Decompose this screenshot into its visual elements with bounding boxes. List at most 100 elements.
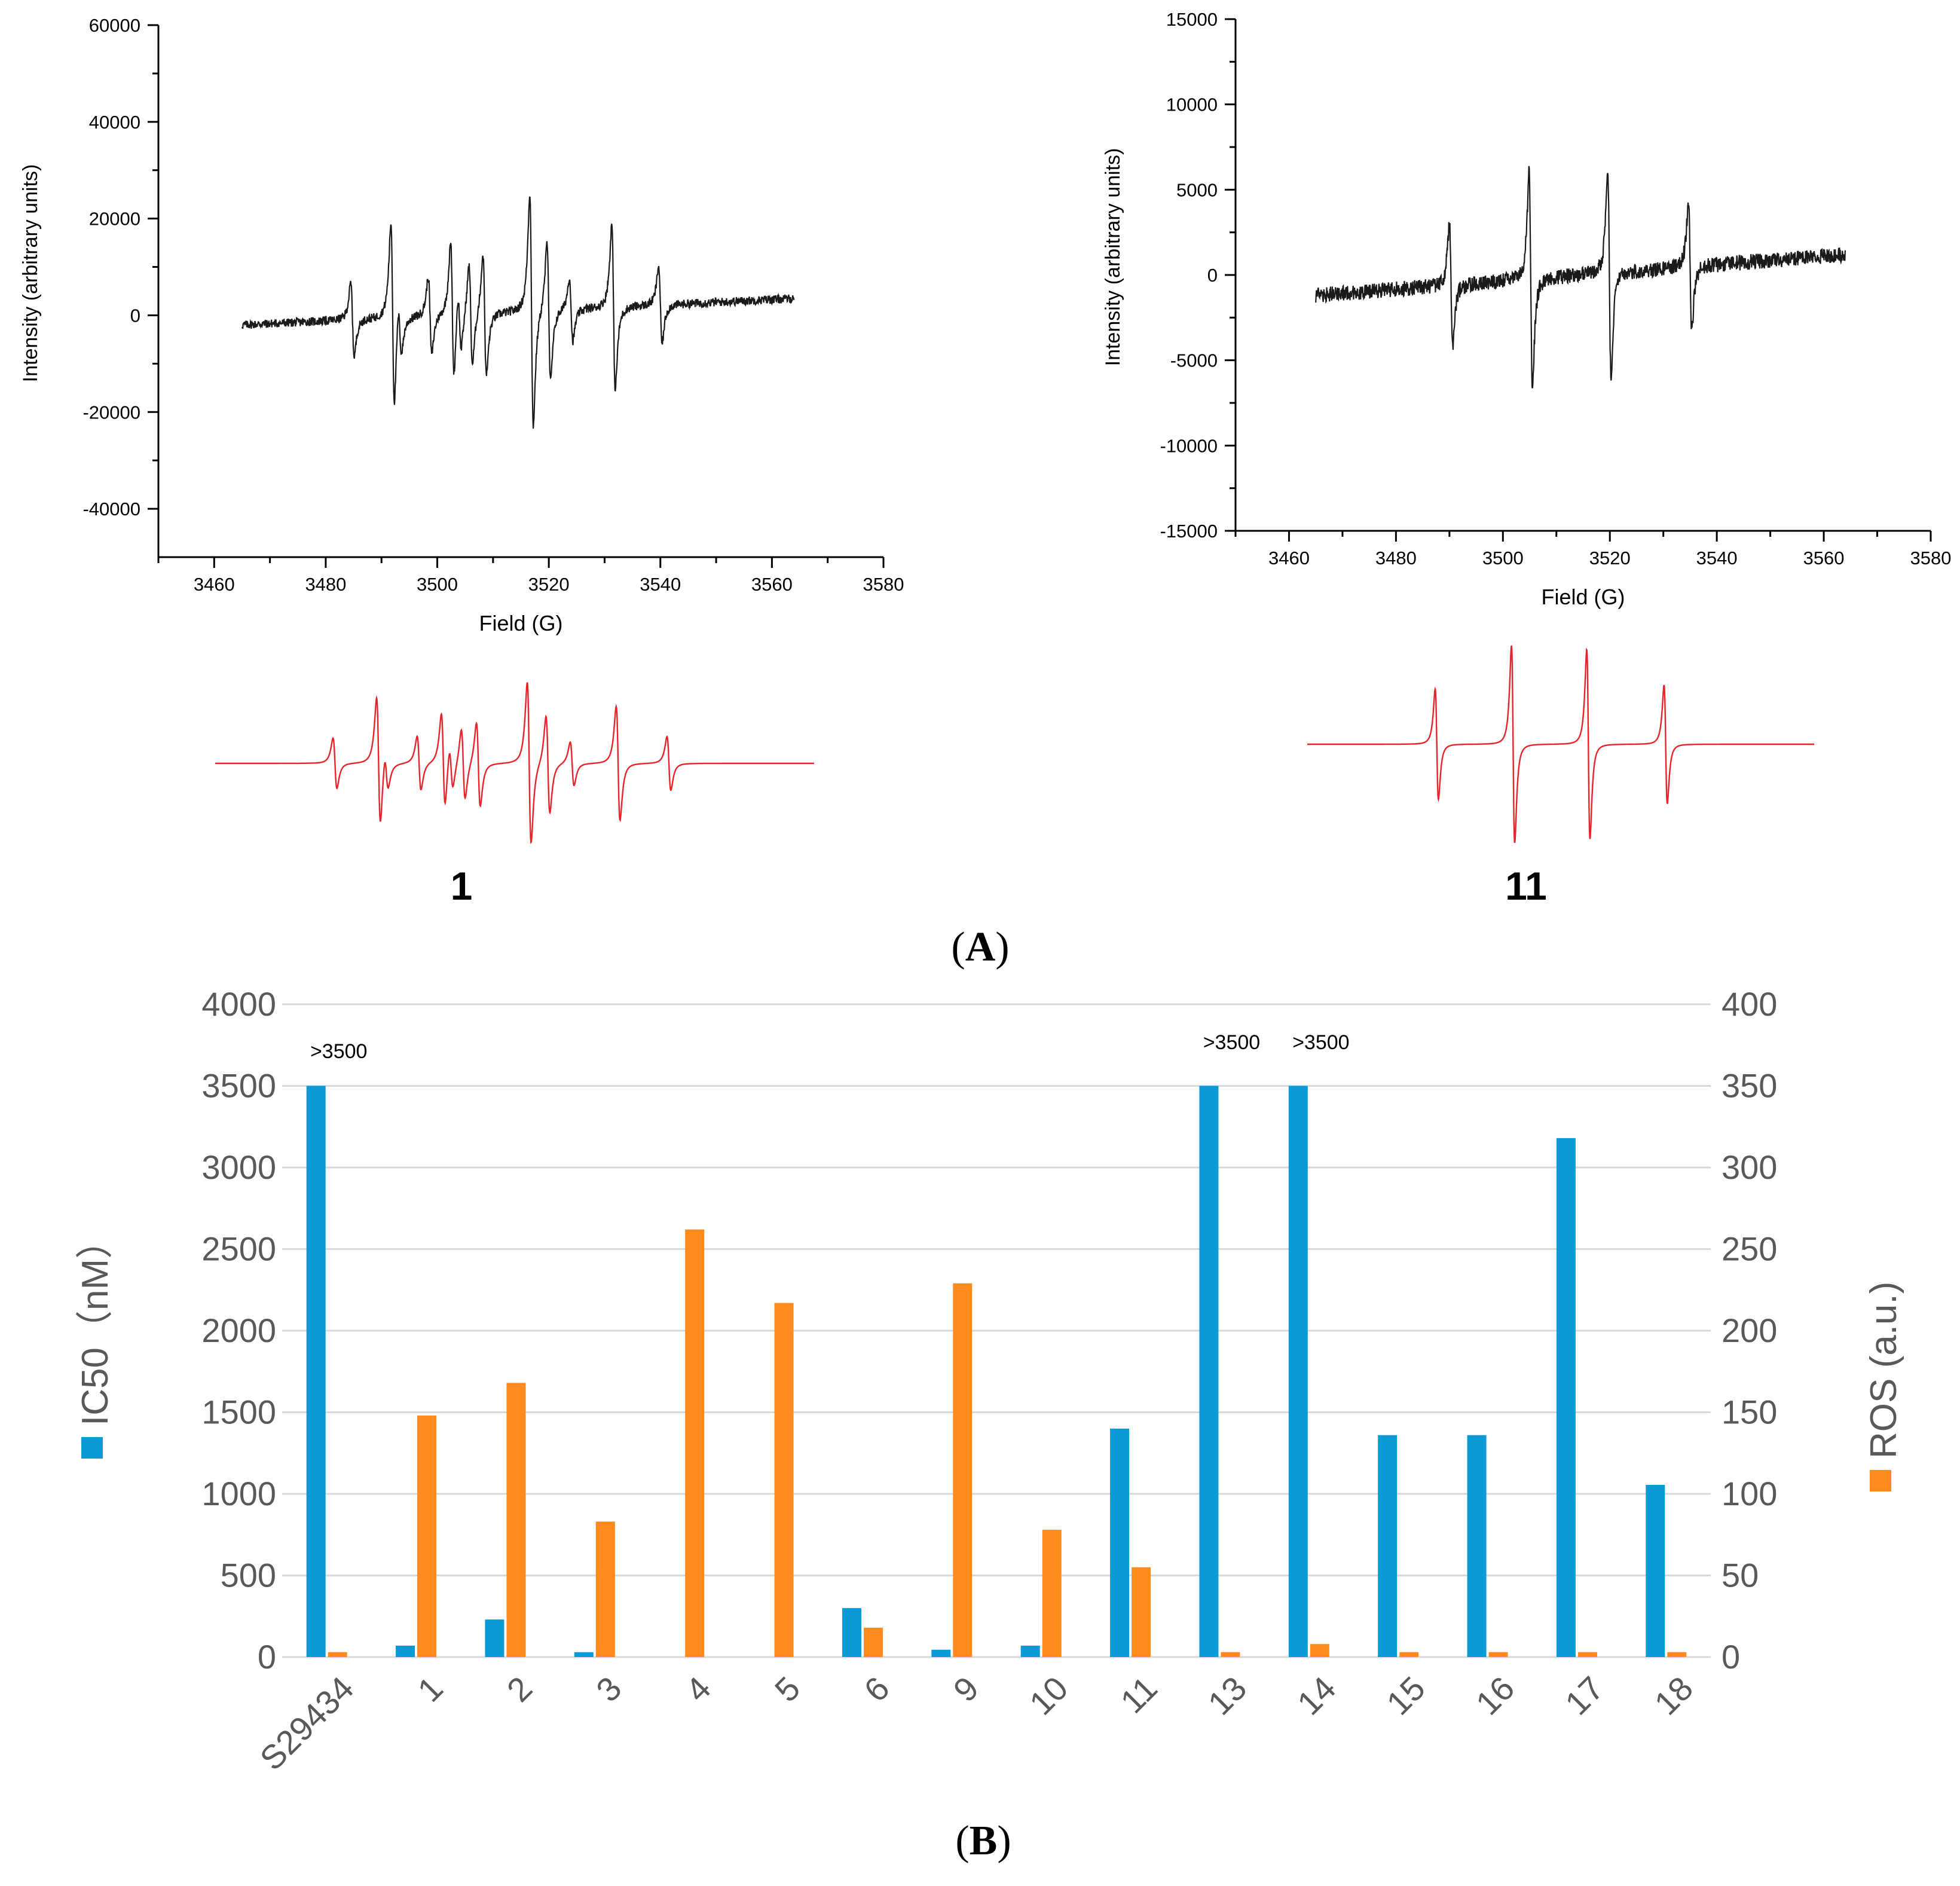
y-tick-label: -15000 bbox=[1160, 521, 1218, 542]
y-tick-label: 15000 bbox=[1166, 9, 1218, 30]
x-axis-label: Field (G) bbox=[479, 611, 562, 635]
compound-label: 1 bbox=[451, 864, 473, 908]
experimental-spectrum-trace bbox=[241, 196, 795, 429]
panel-label-part: A bbox=[965, 924, 996, 970]
right-y-tick-label: 100 bbox=[1722, 1475, 1777, 1512]
panel-b: 0 500 1000 1500 2000 2500 3000 3500 4000 0 50 100 15… bbox=[75, 985, 1904, 1864]
left-y-axis-title: IC50（nM） bbox=[75, 1222, 116, 1459]
bar-ic50-11 bbox=[1110, 1428, 1130, 1657]
simulated-spectrum-1 bbox=[215, 682, 814, 844]
compound-label: 11 bbox=[1505, 864, 1547, 908]
panel-a: -40000 -20000 0 20000 40000 60000 3460 3480 3500… bbox=[19, 9, 1951, 970]
bar-ros-2 bbox=[506, 1383, 526, 1657]
right-y-tick-label: 250 bbox=[1722, 1230, 1777, 1268]
bar-ic50-6 bbox=[842, 1608, 861, 1657]
y-tick-label: 10000 bbox=[1166, 94, 1218, 115]
right-y-tick-label: 350 bbox=[1722, 1067, 1777, 1105]
experimental-spectrum-trace bbox=[1315, 166, 1846, 389]
right-y-tick-label: 0 bbox=[1722, 1638, 1740, 1676]
ros-legend-key bbox=[1870, 1470, 1891, 1491]
right-y-tick-label: 200 bbox=[1722, 1312, 1777, 1349]
x-tick-label: 3540 bbox=[640, 574, 681, 595]
bar-ic50-13 bbox=[1199, 1086, 1219, 1657]
bar-ros-15 bbox=[1399, 1652, 1419, 1657]
bar-ros-18 bbox=[1667, 1652, 1687, 1657]
left-y-tick-label: 2500 bbox=[201, 1230, 276, 1268]
bar-ic50-14 bbox=[1288, 1086, 1308, 1657]
right-y-axis-title: ROS (a.u.) bbox=[1863, 1282, 1904, 1491]
left-y-tick-label: 4000 bbox=[201, 985, 276, 1023]
bar-ros-4 bbox=[685, 1229, 705, 1657]
x-tick-label: 3480 bbox=[305, 574, 346, 595]
x-tick-label: 3520 bbox=[528, 574, 570, 595]
bar-annotation: >3500 bbox=[1292, 1031, 1350, 1054]
bar-annotation: >3500 bbox=[1203, 1031, 1261, 1054]
bar-ic50-17 bbox=[1556, 1138, 1576, 1657]
bar-ic50-15 bbox=[1378, 1435, 1398, 1657]
x-tick-label: 3580 bbox=[1910, 548, 1952, 568]
x-tick-label: 3540 bbox=[1696, 548, 1738, 568]
x-axis-label: Field (G) bbox=[1541, 585, 1625, 609]
x-tick-label: 3560 bbox=[751, 574, 793, 595]
panel-label-b: (B) bbox=[955, 1818, 1011, 1864]
y-tick-label: 0 bbox=[1207, 265, 1218, 286]
left-y-tick-label: 3000 bbox=[201, 1148, 276, 1186]
y-tick-label: 0 bbox=[130, 305, 140, 326]
right-y-tick-label: 50 bbox=[1722, 1557, 1759, 1594]
y-tick-label: -40000 bbox=[82, 499, 140, 519]
x-tick-label: 3480 bbox=[1375, 548, 1417, 568]
x-tick-label: 3520 bbox=[1589, 548, 1631, 568]
epr-plot-11: -15000 -10000 -5000 0 5000 10000 15000 3460 3480… bbox=[1102, 9, 1951, 609]
x-tick-label: 3460 bbox=[1268, 548, 1310, 568]
panel-label-part: ) bbox=[995, 924, 1009, 970]
x-tick-label: 3460 bbox=[194, 574, 235, 595]
bar-ros-13 bbox=[1221, 1652, 1240, 1657]
bar-ic50-1 bbox=[396, 1645, 415, 1657]
left-y-tick-label: 1000 bbox=[201, 1475, 276, 1512]
bar-ros-11 bbox=[1132, 1567, 1151, 1657]
bar-ros-17 bbox=[1577, 1652, 1597, 1657]
left-y-tick-label: 0 bbox=[258, 1638, 276, 1676]
bar-ros-14 bbox=[1310, 1644, 1329, 1657]
y-tick-label: -10000 bbox=[1160, 435, 1218, 456]
bar-ic50-2 bbox=[485, 1619, 504, 1657]
bar-ic50-3 bbox=[574, 1652, 594, 1657]
bar-ros-1 bbox=[417, 1415, 437, 1657]
panel-label-part: ( bbox=[955, 1818, 969, 1864]
bar-ros-16 bbox=[1488, 1652, 1508, 1657]
bar-ros-3 bbox=[595, 1521, 615, 1657]
y-tick-label: -5000 bbox=[1170, 350, 1218, 371]
left-y-axis-label: IC50（nM） bbox=[75, 1222, 116, 1426]
bar-ic50-16 bbox=[1467, 1435, 1487, 1657]
simulated-spectrum-trace bbox=[1307, 645, 1814, 843]
bar-ic50-S29434 bbox=[306, 1086, 326, 1657]
bar-ic50-18 bbox=[1646, 1484, 1665, 1657]
epr-plot-1: -40000 -20000 0 20000 40000 60000 3460 3480 3500… bbox=[19, 15, 904, 635]
bar-ic50-10 bbox=[1020, 1645, 1040, 1657]
y-tick-label: 20000 bbox=[89, 209, 140, 230]
panel-label-a: (A) bbox=[951, 924, 1009, 970]
bar-ros-10 bbox=[1042, 1530, 1062, 1657]
bar-annotation: >3500 bbox=[310, 1040, 368, 1063]
simulated-spectrum-trace bbox=[215, 682, 814, 844]
right-y-axis-label: ROS (a.u.) bbox=[1863, 1282, 1904, 1459]
bar-ros-6 bbox=[863, 1627, 883, 1657]
y-axis-label: Intensity (arbitrary units) bbox=[19, 164, 42, 383]
panel-label-part: ) bbox=[997, 1818, 1011, 1864]
panel-label-part: B bbox=[970, 1818, 998, 1864]
ic50-legend-key bbox=[81, 1437, 103, 1459]
bar-ros-S29434 bbox=[328, 1652, 347, 1657]
bar-ros-5 bbox=[774, 1303, 794, 1657]
bar-ic50-9 bbox=[931, 1649, 951, 1657]
y-tick-label: 60000 bbox=[89, 15, 140, 36]
right-y-tick-label: 300 bbox=[1722, 1148, 1777, 1186]
y-tick-label: 5000 bbox=[1176, 179, 1218, 200]
x-tick-label: 3500 bbox=[1482, 548, 1524, 568]
left-y-tick-label: 2000 bbox=[201, 1312, 276, 1349]
x-tick-label: 3560 bbox=[1803, 548, 1845, 568]
right-y-tick-label: 150 bbox=[1722, 1393, 1777, 1431]
left-y-tick-label: 500 bbox=[221, 1557, 276, 1594]
panel-label-part: ( bbox=[951, 924, 965, 970]
